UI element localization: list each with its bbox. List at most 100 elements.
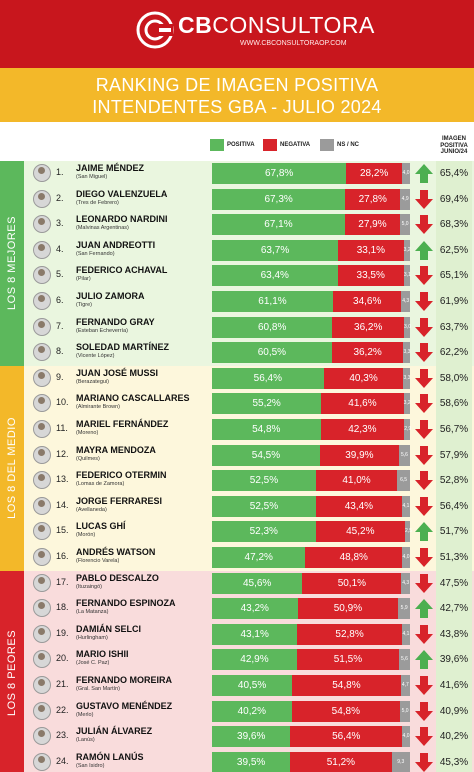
arrow-down-icon <box>415 215 433 235</box>
mayor-name: GUSTAVO MENÉNDEZ <box>76 700 173 711</box>
arrow-down-icon <box>415 343 433 363</box>
label-negative: 51,5% <box>333 654 363 666</box>
label-nsnc: 5,0 <box>401 221 409 228</box>
label-negative: 36,2% <box>353 347 382 359</box>
bar-positive <box>212 265 338 287</box>
legend: POSITIVA NEGATIVA NS / NC <box>0 139 474 151</box>
municipality: (Pilar) <box>76 276 91 283</box>
municipality: (Gral. San Martín) <box>76 686 121 692</box>
label-nsnc: 2,9 <box>404 426 412 432</box>
avatar <box>33 752 51 771</box>
label-negative: 36,2% <box>354 321 383 333</box>
label-negative: 40,3% <box>349 372 378 384</box>
label-nsnc: 3,3 <box>403 349 411 356</box>
label-positive: 40,2% <box>237 705 266 717</box>
prev-positive-image: 58,0% <box>439 372 469 384</box>
rank-number: 13. <box>56 474 69 485</box>
municipality: (San Isidro) <box>76 762 105 769</box>
label-positive: 40,5% <box>237 680 267 691</box>
bar-nsnc <box>402 163 410 184</box>
bar-negative <box>319 444 399 466</box>
label-negative: 28,2% <box>359 168 389 179</box>
legend-swatch-negativa <box>263 139 277 151</box>
arrow-down-icon <box>415 676 433 695</box>
municipality: (Esteban Echeverría) <box>76 327 128 334</box>
bar-positive <box>212 470 316 492</box>
bar-positive <box>212 675 293 696</box>
bar-negative <box>292 675 401 696</box>
bar-nsnc <box>400 675 410 696</box>
bar-negative <box>323 367 404 389</box>
ranking-row: 2. DIEGO VALENZUELA (Tres de Febrero) 67,3%… <box>0 187 474 212</box>
label-negative: 34,6% <box>353 296 382 307</box>
municipality: (Tigre) <box>76 302 92 308</box>
rank-number: 21. <box>56 679 69 689</box>
label-negative: 41,6% <box>348 398 377 410</box>
mayor-name: RAMÓN LANÚS <box>76 751 144 762</box>
arrow-down-icon <box>415 266 433 286</box>
bar-nsnc <box>404 316 410 338</box>
ranking-row: 3. LEONARDO NARDINI (Malvinas Argentinas) 6… <box>0 212 474 237</box>
arrow-down-icon <box>415 496 433 516</box>
ranking-row: 20. MARIO ISHII (José C. Paz) 42,9% 51,5% 5,6… <box>0 647 474 672</box>
mayor-name: JUAN ANDREOTTI <box>76 239 156 250</box>
avatar <box>33 522 51 541</box>
ranking-row: 9. JUAN JOSÉ MUSSI (Berazategui) 56,4% 40,3%… <box>0 366 474 391</box>
municipality: (Almirante Brown) <box>76 404 121 411</box>
label-nsnc: 4,0 <box>402 554 410 560</box>
title-banner: RANKING DE IMAGEN POSITIVA INTENDENTES G… <box>0 68 474 122</box>
label-negative: 54,8% <box>332 680 361 691</box>
rank-number: 16. <box>56 551 69 561</box>
label-negative: 43,4% <box>344 500 374 512</box>
prev-column-bg <box>436 570 472 772</box>
bar-nsnc <box>403 393 410 415</box>
municipality: (San Miguel) <box>76 174 108 180</box>
rank-number: 20. <box>56 653 69 664</box>
label-nsnc: 6,5 <box>400 477 408 484</box>
mayor-name: ANDRÉS WATSON <box>76 547 156 557</box>
avatar <box>33 164 51 182</box>
label-positive: 67,8% <box>264 168 294 179</box>
bar-nsnc <box>403 239 410 261</box>
label-nsnc: 4,1 <box>402 502 410 509</box>
legend-label-positiva: POSITIVA <box>227 142 255 148</box>
prev-positive-image: 42,7% <box>439 603 469 615</box>
ranking-row: 6. JULIO ZAMORA (Tigre) 61,1% 34,6% 4,3 61,9% <box>0 289 474 314</box>
label-negative: 51,2% <box>326 756 356 768</box>
bar-positive <box>212 623 298 645</box>
label-negative: 56,4% <box>332 731 361 743</box>
bar-positive <box>212 598 298 620</box>
ranking-row: 12. MAYRA MENDOZA (Quilmes) 54,5% 39,9% 5,6 57… <box>0 443 474 468</box>
bar-negative <box>315 495 402 517</box>
arrow-down-icon <box>415 368 433 388</box>
label-nsnc: 5,0 <box>401 707 409 714</box>
prev-positive-image: 56,4% <box>439 500 469 512</box>
bar-negative <box>302 572 402 594</box>
municipality: (Florencio Varela) <box>76 558 120 564</box>
bar-negative <box>305 547 403 568</box>
label-nsnc: 3,0 <box>404 323 411 330</box>
label-positive: 52,5% <box>249 500 279 512</box>
municipality: (Moreno) <box>76 430 99 436</box>
rank-number: 2. <box>56 192 64 203</box>
avatar <box>33 471 51 490</box>
group-label-band: LOS 8 MEJORES <box>0 161 24 366</box>
mayor-name: JULIÁN ÁLVAREZ <box>76 726 153 737</box>
bar-positive <box>212 419 321 440</box>
group-label-band: LOS 8 DEL MEDIO <box>0 365 24 571</box>
mayor-name: DAMIÁN SELCI <box>76 623 141 634</box>
legend-swatch-nsnc <box>320 139 334 151</box>
municipality: (Berazategui) <box>76 378 110 385</box>
label-positive: 61,1% <box>258 296 287 307</box>
arrow-down-icon <box>415 471 433 491</box>
bar-positive <box>212 700 292 722</box>
municipality: (San Fernando) <box>76 250 115 257</box>
arrow-down-icon <box>415 701 433 721</box>
bar-negative <box>290 726 403 748</box>
rank-number: 18. <box>56 602 69 613</box>
bar-negative <box>315 521 406 543</box>
cb-logo-icon <box>136 11 174 49</box>
rank-number: 19. <box>56 627 69 638</box>
ranking-row: 18. FERNANDO ESPINOZA (La Matanza) 43,2% 50,… <box>0 596 474 621</box>
municipality: (Lanús) <box>76 737 95 744</box>
